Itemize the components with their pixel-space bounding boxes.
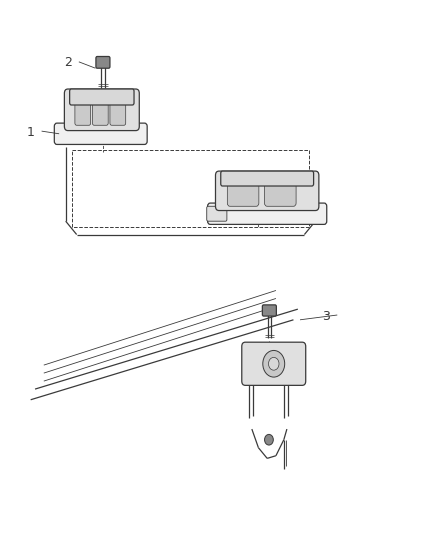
FancyBboxPatch shape xyxy=(207,206,227,221)
FancyBboxPatch shape xyxy=(96,56,110,68)
Circle shape xyxy=(268,358,279,370)
FancyBboxPatch shape xyxy=(70,89,134,105)
FancyBboxPatch shape xyxy=(208,203,327,224)
FancyBboxPatch shape xyxy=(227,177,259,206)
Text: 1: 1 xyxy=(27,126,35,139)
FancyBboxPatch shape xyxy=(221,171,314,186)
FancyBboxPatch shape xyxy=(75,98,91,125)
Text: 3: 3 xyxy=(322,310,330,322)
FancyBboxPatch shape xyxy=(110,98,126,125)
Circle shape xyxy=(263,351,285,377)
FancyBboxPatch shape xyxy=(242,342,306,385)
FancyBboxPatch shape xyxy=(64,89,139,131)
FancyBboxPatch shape xyxy=(54,123,147,144)
FancyBboxPatch shape xyxy=(215,171,319,211)
Text: 2: 2 xyxy=(64,56,72,69)
FancyBboxPatch shape xyxy=(265,177,296,206)
FancyBboxPatch shape xyxy=(92,98,108,125)
FancyBboxPatch shape xyxy=(262,305,276,316)
Circle shape xyxy=(265,434,273,445)
